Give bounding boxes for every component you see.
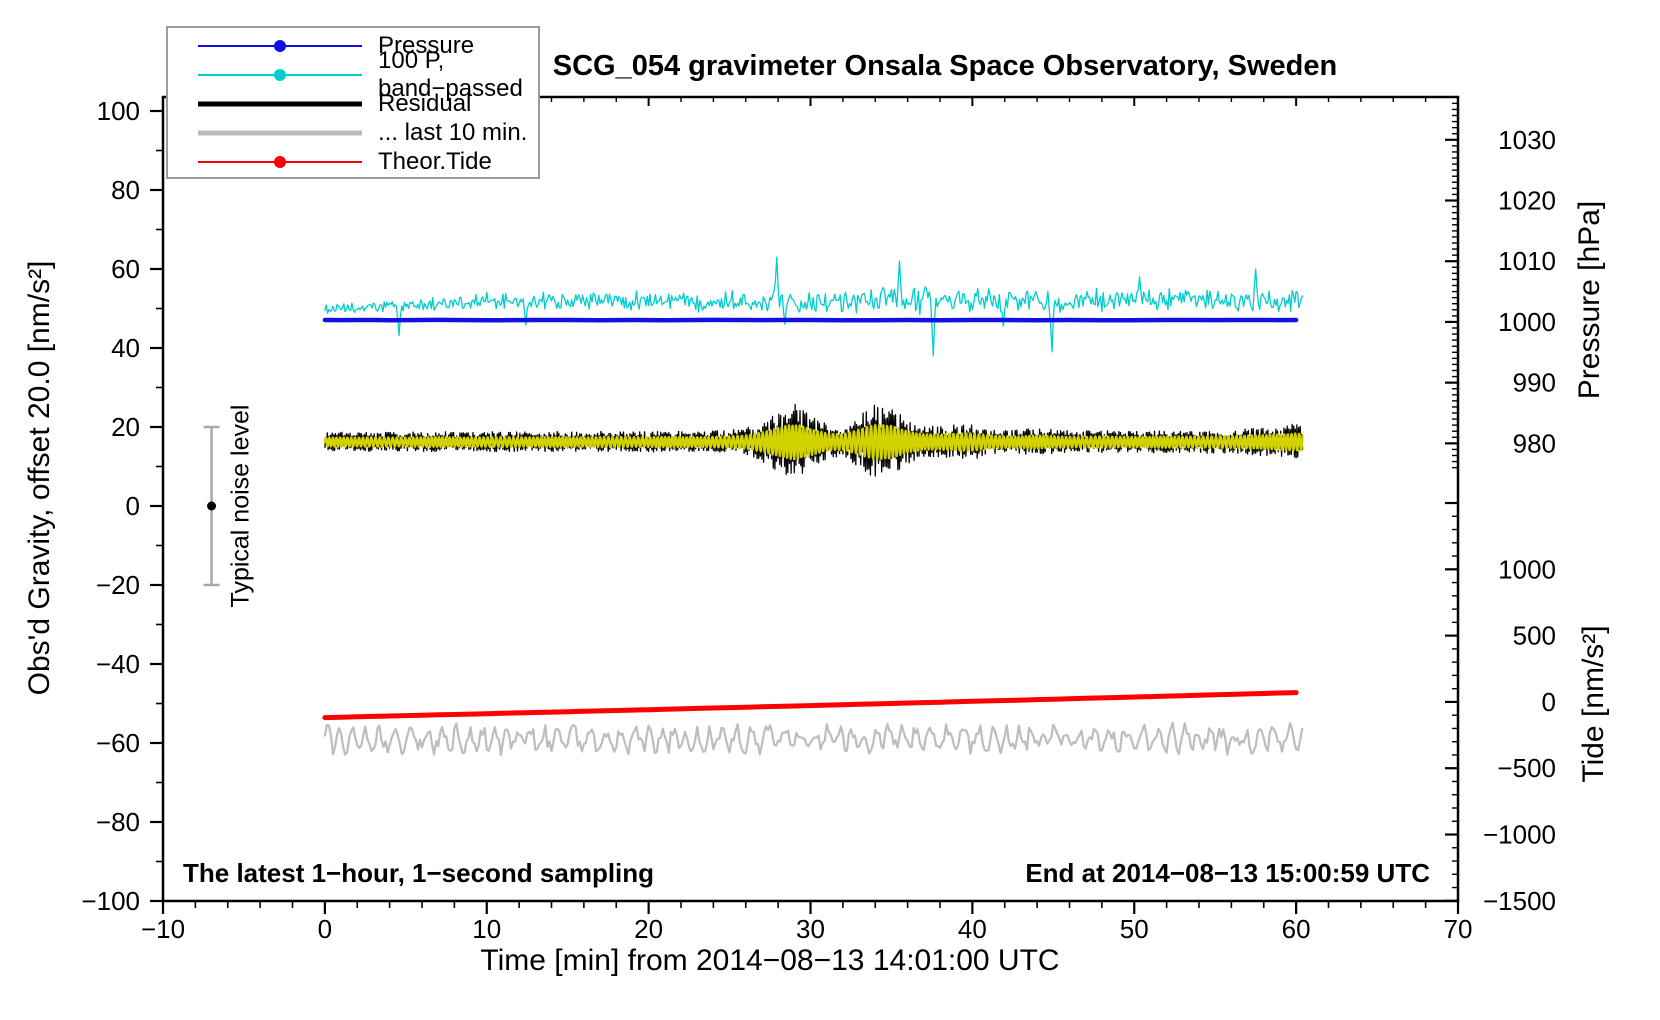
x-tick-label: 40 [958, 914, 987, 944]
gravity-tick-label: 60 [111, 254, 140, 284]
tide-tick-label: −500 [1497, 753, 1556, 783]
x-tick-label: 30 [796, 914, 825, 944]
tide-axis-label: Tide [nm/s²] [1577, 625, 1610, 783]
gravity-tick-label: −20 [96, 570, 140, 600]
annotation-end-time: End at 2014−08−13 15:00:59 UTC [1025, 858, 1430, 888]
tide-tick-label: −1000 [1483, 820, 1556, 850]
legend-label: Pressure [378, 31, 475, 59]
gravity-tick-label: −80 [96, 807, 140, 837]
x-tick-label: 10 [472, 914, 501, 944]
gravity-tick-label: 0 [126, 491, 140, 521]
legend-line-sample [198, 155, 362, 168]
legend-label: Theor.Tide [378, 147, 492, 175]
gravity-tick-label: 80 [111, 175, 140, 205]
pressure-tick-label: 1010 [1498, 246, 1556, 276]
tide-tick-label: 1000 [1498, 554, 1556, 584]
series-residual-smoothed [323, 423, 1304, 461]
legend-label: Residual [378, 89, 472, 117]
legend-item-bandpassed: 100 P, band−passed [168, 47, 538, 102]
annotation-sampling: The latest 1−hour, 1−second sampling [183, 858, 655, 888]
legend-marker-dot [274, 39, 286, 52]
legend-line-sample [198, 39, 362, 52]
noise-errorbar-dot [207, 501, 217, 511]
legend-item-residual: Residual [168, 89, 538, 118]
series-bandpassed [324, 256, 1304, 357]
x-axis-label: Time [min] from 2014−08−13 14:01:00 UTC [480, 944, 1060, 977]
legend-line-sample [198, 68, 362, 81]
gravity-tick-label: 100 [97, 96, 140, 126]
x-tick-label: −10 [141, 914, 185, 944]
pressure-tick-label: 1030 [1498, 125, 1556, 155]
series-last10 [323, 721, 1304, 757]
gravity-tick-label: 20 [111, 412, 140, 442]
series-theortide [322, 690, 1299, 721]
pressure-tick-label: 980 [1513, 428, 1556, 458]
x-tick-label: 50 [1120, 914, 1149, 944]
pressure-tick-label: 1000 [1498, 307, 1556, 337]
legend-label: 100 P, band−passed [378, 46, 523, 102]
legend: Pressure 100 P, band−passed Residual... la… [166, 26, 540, 179]
gravity-tick-label: −40 [96, 649, 140, 679]
gravity-tick-label: 40 [111, 333, 140, 363]
legend-label: ... last 10 min. [378, 118, 528, 146]
x-tick-label: 70 [1444, 914, 1473, 944]
tide-tick-label: 0 [1542, 687, 1556, 717]
x-tick-label: 0 [318, 914, 332, 944]
chart-title: SCG_054 gravimeter Onsala Space Observat… [552, 50, 1338, 82]
legend-item-theortide: Theor.Tide [168, 147, 538, 176]
x-tick-label: 60 [1282, 914, 1311, 944]
pressure-tick-label: 1020 [1498, 186, 1556, 216]
tide-tick-label: −1500 [1483, 886, 1556, 916]
legend-marker-dot [274, 155, 286, 168]
gravity-tick-label: −60 [96, 728, 140, 758]
legend-line-sample [198, 130, 362, 135]
plot-frame [161, 95, 1460, 903]
gravity-tick-label: −100 [81, 886, 140, 916]
legend-marker-dot [274, 68, 286, 81]
x-tick-label: 20 [634, 914, 663, 944]
noise-level-label: Typical noise level [226, 404, 255, 608]
legend-line-sample [198, 101, 362, 106]
tide-tick-label: 500 [1513, 621, 1556, 651]
gravity-axis-label: Obs'd Gravity, offset 20.0 [nm/s²] [23, 260, 56, 696]
legend-item-last10: ... last 10 min. [168, 118, 538, 147]
pressure-axis-label: Pressure [hPa] [1573, 200, 1606, 400]
legend-item-pressure: Pressure [168, 31, 538, 60]
pressure-tick-label: 990 [1513, 368, 1556, 398]
